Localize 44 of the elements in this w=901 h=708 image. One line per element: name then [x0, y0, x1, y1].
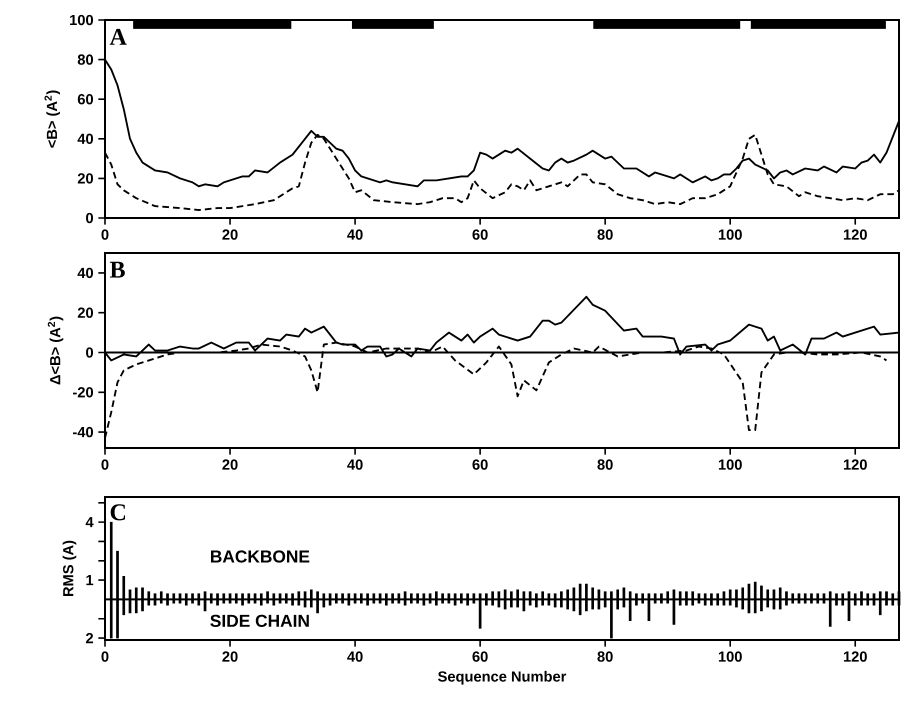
x-tick-label: 100: [718, 459, 742, 470]
x-tick-label: 120: [844, 651, 867, 662]
x-tick-label: 60: [472, 229, 488, 240]
y-tick-label: 4: [86, 517, 94, 528]
y-tick-label: -40: [72, 426, 94, 438]
annotation: C: [110, 504, 126, 520]
y-tick-label: 0: [86, 212, 94, 224]
x-tick-label: 80: [597, 459, 613, 470]
y-axis-title: RMS (A): [62, 540, 76, 596]
y-tick-label: 1: [86, 575, 94, 586]
annotation: B: [110, 262, 125, 278]
x-tick-label: 0: [102, 229, 108, 240]
x-tick-label: 20: [222, 229, 238, 240]
y-axis-title: Δ<B> (A$^{2}$): [48, 316, 64, 384]
x-tick-label: 20: [222, 459, 238, 470]
x-tick-label: 40: [347, 229, 363, 240]
series-label: SIDE CHAIN: [210, 614, 309, 627]
y-tick-label: 2: [86, 632, 94, 644]
x-tick-label: 40: [347, 459, 363, 470]
x-tick-label: 100: [718, 229, 742, 240]
y-tick-label: 20: [78, 308, 94, 318]
y-tick-label: 0: [86, 347, 94, 358]
y-tick-label: 40: [78, 268, 94, 278]
x-tick-label: 0: [102, 651, 108, 662]
x-tick-label: 80: [597, 229, 613, 240]
series-label: BACKBONE: [210, 550, 310, 563]
x-tick-label: 40: [347, 651, 363, 662]
x-tick-label: 20: [222, 651, 238, 662]
x-tick-label: 0: [102, 459, 108, 470]
x-tick-label: 120: [844, 229, 867, 240]
x-tick-label: 120: [844, 459, 867, 470]
y-tick-label: -20: [72, 387, 94, 398]
y-tick-label: 20: [78, 173, 94, 184]
annotation: A: [110, 28, 127, 45]
y-axis-title: <B> (A$^{2}$): [44, 90, 60, 148]
x-tick-label: 100: [718, 651, 742, 662]
x-tick-label: 60: [472, 651, 488, 662]
x-tick-label: 80: [597, 651, 613, 662]
y-tick-label: 40: [78, 134, 94, 144]
x-axis-title: Sequence Number: [438, 670, 566, 685]
y-tick-label: 80: [78, 54, 94, 65]
y-tick-label: 100: [70, 14, 94, 26]
x-tick-label: 60: [472, 459, 488, 470]
y-tick-label: 60: [78, 94, 94, 104]
